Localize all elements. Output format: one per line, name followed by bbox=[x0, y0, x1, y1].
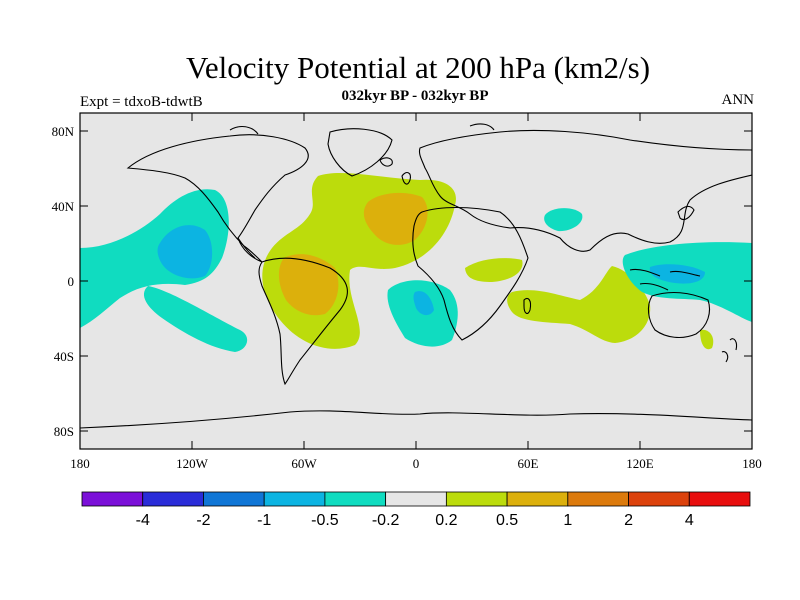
lon-label-120w: 120W bbox=[176, 456, 209, 471]
colorbar-box bbox=[203, 491, 265, 507]
lat-label-80s: 80S bbox=[54, 424, 74, 439]
colorbar-label: 2 bbox=[624, 512, 633, 529]
colorbar-box bbox=[263, 491, 326, 507]
colorbar-label: 1 bbox=[563, 512, 572, 529]
colorbar-box bbox=[506, 491, 569, 507]
coastlines bbox=[80, 123, 752, 429]
contour-negative-north-pacific bbox=[80, 189, 229, 328]
map-ticks bbox=[80, 113, 752, 449]
map-title: Velocity Potential at 200 hPa (km2/s) bbox=[185, 50, 651, 85]
experiment-label: Expt = tdxoB-tdwtB bbox=[80, 94, 203, 110]
contour-positive-indian-ocean bbox=[507, 266, 651, 343]
contour-negative-arabia bbox=[544, 208, 583, 232]
lon-label-180e: 180 bbox=[742, 456, 762, 471]
colorbar-box bbox=[628, 491, 690, 507]
colorbar-box bbox=[688, 491, 751, 507]
contour-fill-layer bbox=[80, 123, 752, 429]
lat-label-40s: 40S bbox=[54, 349, 74, 364]
contour-gold-north-atlantic bbox=[363, 192, 428, 245]
colorbar: -4 -2 -1 -0.5 -0.2 0.2 0.5 1 2 4 bbox=[81, 491, 751, 529]
lon-label-0: 0 bbox=[413, 456, 420, 471]
contour-positive-africa bbox=[465, 258, 523, 282]
map-subtitle: 032kyr BP - 032kyr BP bbox=[341, 88, 489, 104]
colorbar-label: -0.2 bbox=[372, 512, 400, 529]
colorbar-label: -4 bbox=[136, 512, 150, 529]
contour-gold-amazon bbox=[278, 254, 339, 316]
colorbar-box bbox=[81, 491, 144, 507]
lat-label-40n: 40N bbox=[52, 199, 75, 214]
lon-label-60e: 60E bbox=[518, 456, 539, 471]
colorbar-box bbox=[142, 491, 204, 507]
contour-blue-south-atlantic bbox=[413, 291, 434, 316]
colorbar-label: 0.2 bbox=[435, 512, 457, 529]
colorbar-box bbox=[324, 491, 387, 507]
colorbar-box bbox=[385, 491, 447, 507]
lon-label-180w: 180 bbox=[70, 456, 90, 471]
colorbar-label: -2 bbox=[196, 512, 210, 529]
lon-label-120e: 120E bbox=[626, 456, 654, 471]
colorbar-label: -1 bbox=[257, 512, 271, 529]
lon-label-60w: 60W bbox=[291, 456, 317, 471]
colorbar-label: 0.5 bbox=[496, 512, 518, 529]
colorbar-label: 4 bbox=[685, 512, 694, 529]
season-label: ANN bbox=[721, 92, 755, 108]
contour-blue-north-pacific bbox=[157, 225, 213, 279]
contour-positive-australia bbox=[700, 329, 714, 350]
contour-blue-west-pacific bbox=[649, 264, 705, 284]
colorbar-box bbox=[445, 491, 508, 507]
lat-label-0: 0 bbox=[68, 274, 75, 289]
contour-negative-south-pacific bbox=[143, 286, 248, 352]
colorbar-label: -0.5 bbox=[311, 512, 339, 529]
lat-label-80n: 80N bbox=[52, 124, 75, 139]
colorbar-box bbox=[567, 491, 629, 507]
